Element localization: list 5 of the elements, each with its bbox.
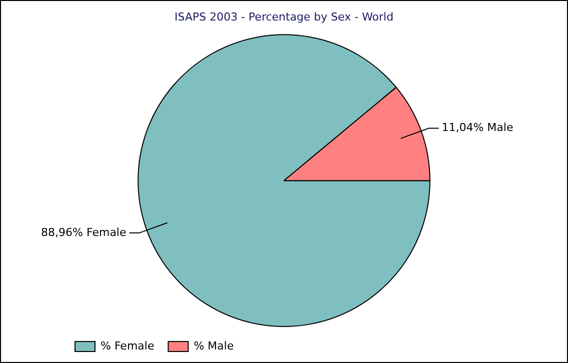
chart-title: ISAPS 2003 - Percentage by Sex - World (174, 10, 394, 24)
data-label: 88,96% Female (41, 226, 126, 239)
legend-label: % Male (194, 339, 234, 352)
data-label: 11,04% Male (442, 121, 514, 134)
legend-label: % Female (100, 339, 154, 352)
